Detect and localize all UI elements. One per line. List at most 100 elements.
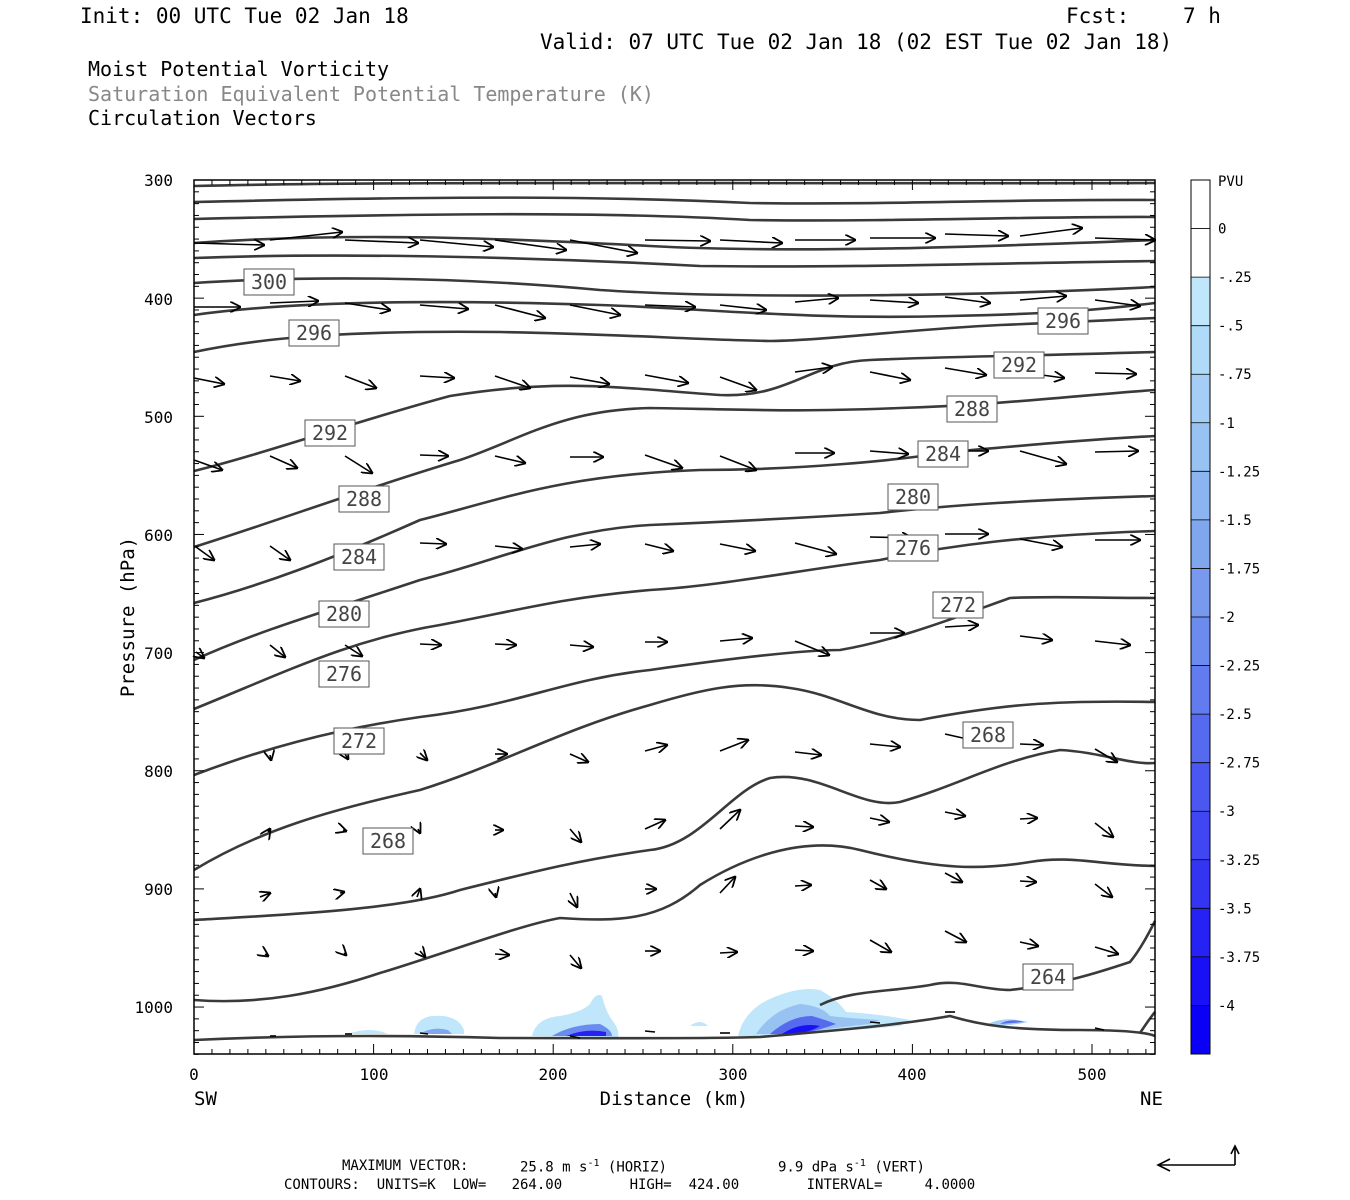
colorbar-label: -2.5 [1218,707,1252,723]
contour-label-box [243,268,295,296]
colorbar-swatch [1191,374,1210,424]
contour-label-box [993,351,1045,379]
contour-label-box [288,319,340,347]
colorbar-swatch [1191,422,1210,472]
contour-label-box [962,721,1014,749]
colorbar-labels: 0 -.25 -.5 -.75 -1 -1.25 -1.5 -1.75 -2 -2.25 -2.5 -… [1191,222,1260,1014]
contour-label-box [338,485,390,513]
colorbar-swatch [1191,277,1210,327]
x-tick-label: 300 [719,1065,748,1084]
colorbar-label: -2 [1218,610,1235,626]
x-end-label-sw: SW [194,1088,217,1110]
x-end-label-ne: NE [1140,1088,1163,1110]
legend-mpv: Moist Potential Vorticity [88,57,390,81]
colorbar-swatch [1191,180,1210,230]
init-time: Init: 00 UTC Tue 02 Jan 18 [80,4,409,28]
circulation-vectors [194,228,1155,1039]
contour-label: 272 [940,593,976,617]
y-tick-label: 300 [144,171,173,190]
contour-label: 300 [251,270,287,294]
vert-tag: (VERT) [874,1159,925,1176]
contour-label-box [318,600,370,628]
colorbar-label: -1 [1218,416,1235,432]
colorbar-label: -.5 [1218,319,1243,335]
colorbar-title: PVU [1218,174,1243,190]
contour-label: 268 [970,723,1006,747]
contour-label-box [887,483,939,511]
contour-label: 276 [895,536,931,560]
contour-label: 288 [346,487,382,511]
colorbar-label: -3.5 [1218,901,1252,917]
colorbar-swatch [1191,519,1210,569]
colorbar-swatch [1191,568,1210,618]
colorbar-swatch [1191,714,1210,764]
legend-theta-es: Saturation Equivalent Potential Temperat… [88,82,654,106]
x-axis-title: Distance (km) [600,1088,749,1110]
contour-label-box [333,543,385,571]
y-tick-label: 900 [144,880,173,899]
colorbar-swatch [1191,471,1210,521]
colorbar-swatch [1191,908,1210,958]
colorbar-label: -2.25 [1218,659,1260,675]
horiz-tag: (HORIZ) [607,1159,667,1176]
axis-ticks [193,179,1155,1055]
contour-label-box [333,727,385,755]
colorbar-label: 0 [1218,222,1226,238]
colorbar-swatch [1191,665,1210,715]
y-tick-label: 500 [144,408,173,427]
contour-label: 284 [341,545,377,569]
y-axis-title: Pressure (hPa) [117,537,139,697]
contour-label: 264 [1030,965,1066,989]
colorbar-swatch [1191,811,1210,861]
forecast-hour: 7 h [1183,4,1221,28]
contour-label-box [362,827,414,855]
contour-labels: 300 296 296 292 292 288 288 284 284 280 280 276 276 2… [243,268,1089,991]
colorbar-swatch [1191,762,1210,812]
x-tick-label: 0 [189,1065,199,1084]
pv-colorbar [1190,179,1211,1055]
forecast-label: Fcst: [1066,4,1130,28]
contour-label-box [946,395,998,423]
colorbar-label: -1.5 [1218,513,1252,529]
colorbar-label: -3.25 [1218,853,1260,869]
colorbar-label: -.75 [1218,367,1252,383]
contour-label-box [917,440,969,468]
contour-label: 272 [341,729,377,753]
colorbar-label: -3.75 [1218,950,1260,966]
colorbar-swatch [1191,1005,1210,1055]
colorbar-swatch [1191,325,1210,375]
pv-shading [348,989,1028,1038]
x-tick-label: 400 [898,1065,927,1084]
contour-label: 292 [312,421,348,445]
contour-label: 280 [326,602,362,626]
contour-label: 288 [954,397,990,421]
valid-time: Valid: 07 UTC Tue 02 Jan 18 (02 EST Tue … [540,30,1173,54]
y-tick-label: 600 [144,526,173,545]
contour-label: 280 [895,485,931,509]
reference-vector-icon [1156,1144,1240,1172]
contours-info: CONTOURS: UNITS=K LOW= 264.00 HIGH= 424.… [284,1177,976,1193]
contour-label: 284 [925,442,961,466]
colorbar-swatch [1191,859,1210,909]
colorbar-swatch [1191,617,1210,667]
colorbar-label: -.25 [1218,270,1252,286]
max-vector-horiz: 25.8 m s-1 (HORIZ) [520,1158,667,1176]
colorbar-label: -2.75 [1218,756,1260,772]
contour-label-box [1022,963,1074,991]
contour-label: 276 [326,662,362,686]
y-tick-label: 1000 [134,998,173,1017]
x-axis: 0 100 200 300 400 500 [189,1065,1106,1084]
x-tick-label: 100 [360,1065,389,1084]
contour-label-box [932,591,984,619]
x-tick-label: 200 [539,1065,568,1084]
y-tick-label: 800 [144,762,173,781]
max-vector-label: MAXIMUM VECTOR: [342,1158,469,1174]
max-vector-vert: 9.9 dPa s-1 (VERT) [778,1158,925,1176]
colorbar-label: -3 [1218,804,1235,820]
contour-label: 296 [1045,309,1081,333]
legend-circulation: Circulation Vectors [88,106,317,130]
y-axis: 300 400 500 600 700 800 900 1000 [134,171,173,1017]
contour-label-box [887,534,939,562]
contour-label: 296 [296,321,332,345]
